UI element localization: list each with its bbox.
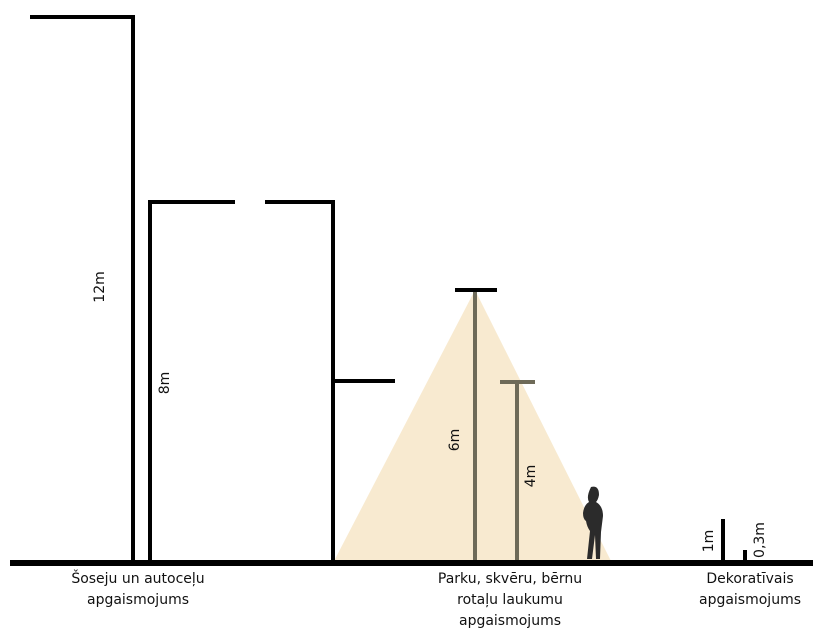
height-label: 4m xyxy=(523,465,539,488)
pole-8m-b xyxy=(265,200,335,563)
poles xyxy=(30,15,747,563)
caption: apgaismojums xyxy=(699,592,801,608)
pole-8m xyxy=(148,200,235,563)
light-cone xyxy=(333,290,612,563)
height-label: 1m xyxy=(701,530,717,553)
caption: Šoseju un autoceļu xyxy=(71,569,204,587)
height-label: 8m xyxy=(157,372,173,395)
height-label: 12m xyxy=(92,271,108,302)
caption: Parku, skvēru, bērnu xyxy=(438,571,582,587)
park-poles xyxy=(473,292,535,563)
caption: rotaļu laukumu xyxy=(457,592,563,608)
caption: Dekoratīvais xyxy=(706,571,793,587)
person-silhouette xyxy=(583,486,603,559)
caption: apgaismojums xyxy=(459,613,561,629)
height-label: 6m xyxy=(447,429,463,452)
pole-12m xyxy=(30,15,135,563)
height-label: 0,3m xyxy=(752,522,768,558)
caption: apgaismojums xyxy=(87,592,189,608)
